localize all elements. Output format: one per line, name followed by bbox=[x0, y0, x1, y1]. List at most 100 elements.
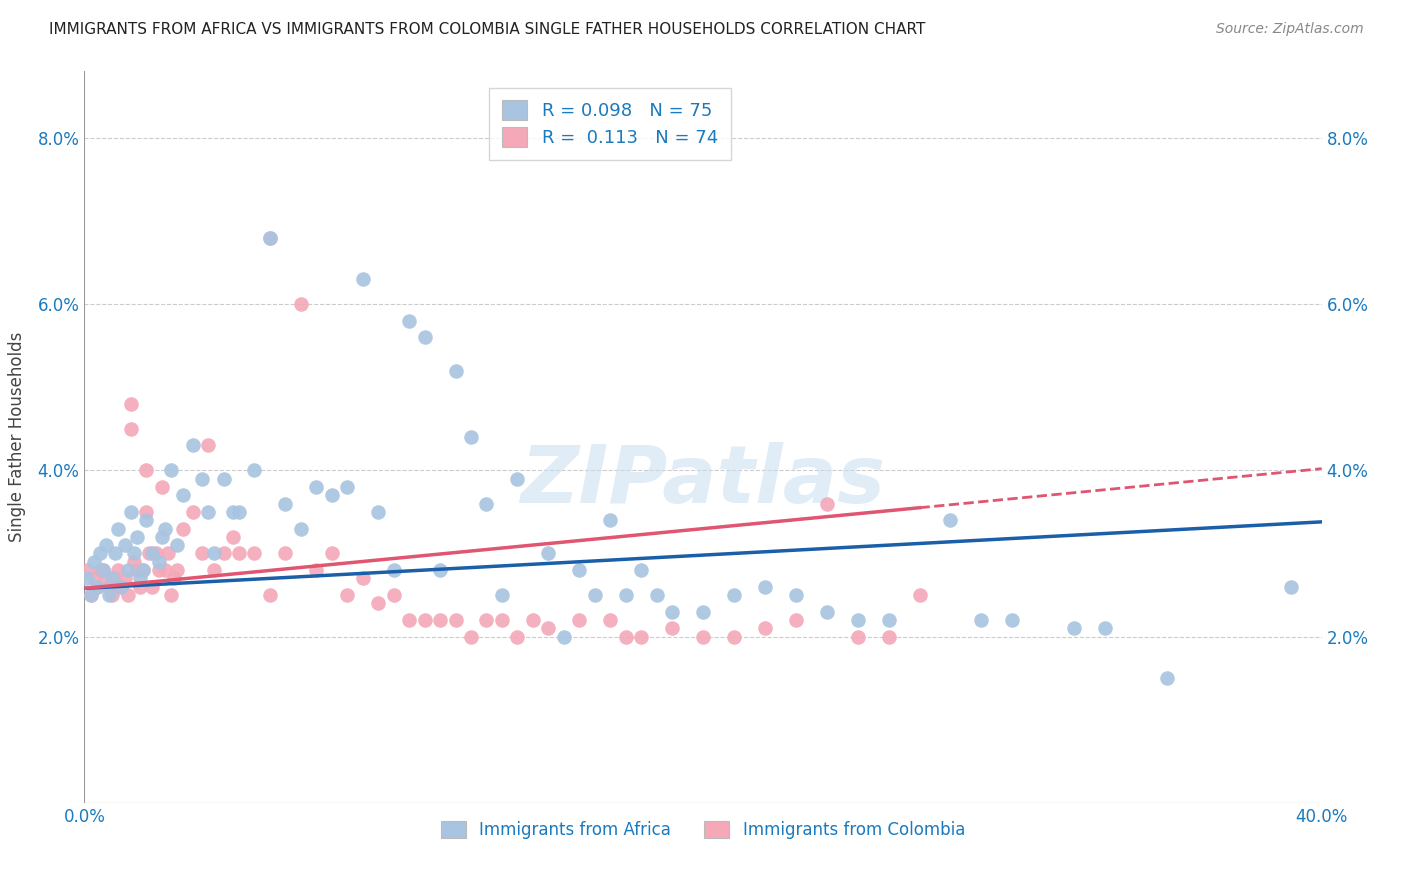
Point bbox=[754, 621, 776, 635]
Point bbox=[413, 330, 436, 344]
Point bbox=[506, 630, 529, 644]
Point bbox=[101, 571, 124, 585]
Point bbox=[191, 472, 214, 486]
Point bbox=[243, 546, 266, 560]
Point bbox=[79, 588, 101, 602]
Point bbox=[553, 630, 575, 644]
Point bbox=[382, 563, 405, 577]
Point bbox=[148, 563, 170, 577]
Point bbox=[367, 596, 389, 610]
Point bbox=[568, 613, 591, 627]
Point bbox=[117, 563, 139, 577]
Point bbox=[444, 363, 467, 377]
Point bbox=[661, 605, 683, 619]
Point bbox=[259, 230, 281, 244]
Point bbox=[274, 497, 297, 511]
Point bbox=[94, 571, 117, 585]
Text: IMMIGRANTS FROM AFRICA VS IMMIGRANTS FROM COLOMBIA SINGLE FATHER HOUSEHOLDS CORR: IMMIGRANTS FROM AFRICA VS IMMIGRANTS FRO… bbox=[49, 22, 925, 37]
Point bbox=[110, 580, 132, 594]
Point bbox=[83, 571, 105, 585]
Point bbox=[413, 613, 436, 627]
Point bbox=[568, 563, 591, 577]
Point bbox=[135, 513, 157, 527]
Point bbox=[661, 621, 683, 635]
Point bbox=[181, 505, 204, 519]
Point bbox=[336, 480, 359, 494]
Point bbox=[723, 630, 745, 644]
Point bbox=[305, 563, 328, 577]
Point bbox=[522, 613, 544, 627]
Point bbox=[129, 571, 152, 585]
Point bbox=[630, 563, 652, 577]
Point bbox=[537, 546, 560, 560]
Point bbox=[166, 563, 188, 577]
Point bbox=[723, 588, 745, 602]
Point bbox=[197, 438, 219, 452]
Point bbox=[141, 546, 163, 560]
Point bbox=[599, 513, 621, 527]
Point bbox=[160, 463, 183, 477]
Point bbox=[202, 546, 225, 560]
Point bbox=[444, 613, 467, 627]
Point bbox=[290, 521, 312, 535]
Point bbox=[125, 563, 148, 577]
Point bbox=[172, 488, 194, 502]
Point bbox=[506, 472, 529, 486]
Point bbox=[117, 588, 139, 602]
Point bbox=[83, 555, 105, 569]
Point bbox=[321, 546, 343, 560]
Point bbox=[94, 538, 117, 552]
Point bbox=[79, 588, 101, 602]
Point bbox=[148, 555, 170, 569]
Point bbox=[135, 505, 157, 519]
Point bbox=[259, 588, 281, 602]
Point bbox=[76, 563, 98, 577]
Point bbox=[583, 588, 606, 602]
Point bbox=[537, 621, 560, 635]
Point bbox=[172, 521, 194, 535]
Point bbox=[274, 546, 297, 560]
Point bbox=[290, 297, 312, 311]
Point bbox=[336, 588, 359, 602]
Point bbox=[970, 613, 993, 627]
Point bbox=[122, 546, 145, 560]
Point bbox=[86, 580, 108, 594]
Point bbox=[1279, 580, 1302, 594]
Point bbox=[114, 538, 136, 552]
Point bbox=[104, 546, 127, 560]
Point bbox=[692, 605, 714, 619]
Point bbox=[614, 588, 637, 602]
Point bbox=[114, 571, 136, 585]
Point bbox=[398, 613, 420, 627]
Point bbox=[76, 571, 98, 585]
Point bbox=[110, 580, 132, 594]
Point bbox=[91, 563, 114, 577]
Point bbox=[122, 555, 145, 569]
Point bbox=[153, 563, 176, 577]
Point bbox=[107, 563, 129, 577]
Point bbox=[197, 505, 219, 519]
Point bbox=[163, 571, 186, 585]
Point bbox=[475, 613, 498, 627]
Point bbox=[305, 480, 328, 494]
Point bbox=[166, 538, 188, 552]
Point bbox=[120, 397, 142, 411]
Point bbox=[645, 588, 668, 602]
Point bbox=[630, 630, 652, 644]
Point bbox=[222, 505, 245, 519]
Point bbox=[107, 521, 129, 535]
Point bbox=[212, 546, 235, 560]
Point bbox=[785, 588, 807, 602]
Point bbox=[785, 613, 807, 627]
Text: ZIPatlas: ZIPatlas bbox=[520, 442, 886, 520]
Point bbox=[491, 588, 513, 602]
Point bbox=[429, 613, 451, 627]
Point bbox=[398, 314, 420, 328]
Point bbox=[877, 613, 900, 627]
Point bbox=[908, 588, 931, 602]
Y-axis label: Single Father Households: Single Father Households bbox=[8, 332, 27, 542]
Legend: Immigrants from Africa, Immigrants from Colombia: Immigrants from Africa, Immigrants from … bbox=[434, 814, 972, 846]
Point bbox=[89, 546, 111, 560]
Point bbox=[191, 546, 214, 560]
Point bbox=[212, 472, 235, 486]
